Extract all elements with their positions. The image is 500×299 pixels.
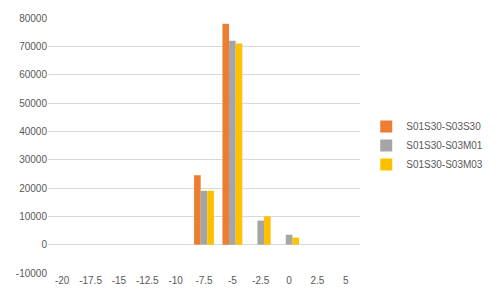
svg-text:10000: 10000 (19, 211, 47, 222)
svg-text:60000: 60000 (19, 69, 47, 80)
svg-text:-2.5: -2.5 (252, 275, 270, 286)
svg-text:0: 0 (41, 239, 47, 250)
svg-text:S01S30-S03M03: S01S30-S03M03 (406, 159, 483, 170)
svg-text:-12.5: -12.5 (136, 275, 159, 286)
svg-text:50000: 50000 (19, 98, 47, 109)
svg-text:40000: 40000 (19, 126, 47, 137)
svg-text:-17.5: -17.5 (79, 275, 102, 286)
svg-text:30000: 30000 (19, 154, 47, 165)
svg-text:S01S30-S03M01: S01S30-S03M01 (406, 140, 483, 151)
svg-text:-7.5: -7.5 (195, 275, 213, 286)
svg-text:S01S30-S03S30: S01S30-S03S30 (406, 121, 481, 132)
svg-text:70000: 70000 (19, 41, 47, 52)
svg-text:2.5: 2.5 (310, 275, 324, 286)
svg-text:5: 5 (343, 275, 349, 286)
svg-text:80000: 80000 (19, 13, 47, 24)
svg-text:0: 0 (286, 275, 292, 286)
svg-text:-10: -10 (168, 275, 183, 286)
svg-text:-20: -20 (55, 275, 70, 286)
svg-text:-10000: -10000 (16, 268, 48, 279)
svg-text:-5: -5 (228, 275, 237, 286)
svg-text:-15: -15 (112, 275, 127, 286)
svg-text:20000: 20000 (19, 183, 47, 194)
